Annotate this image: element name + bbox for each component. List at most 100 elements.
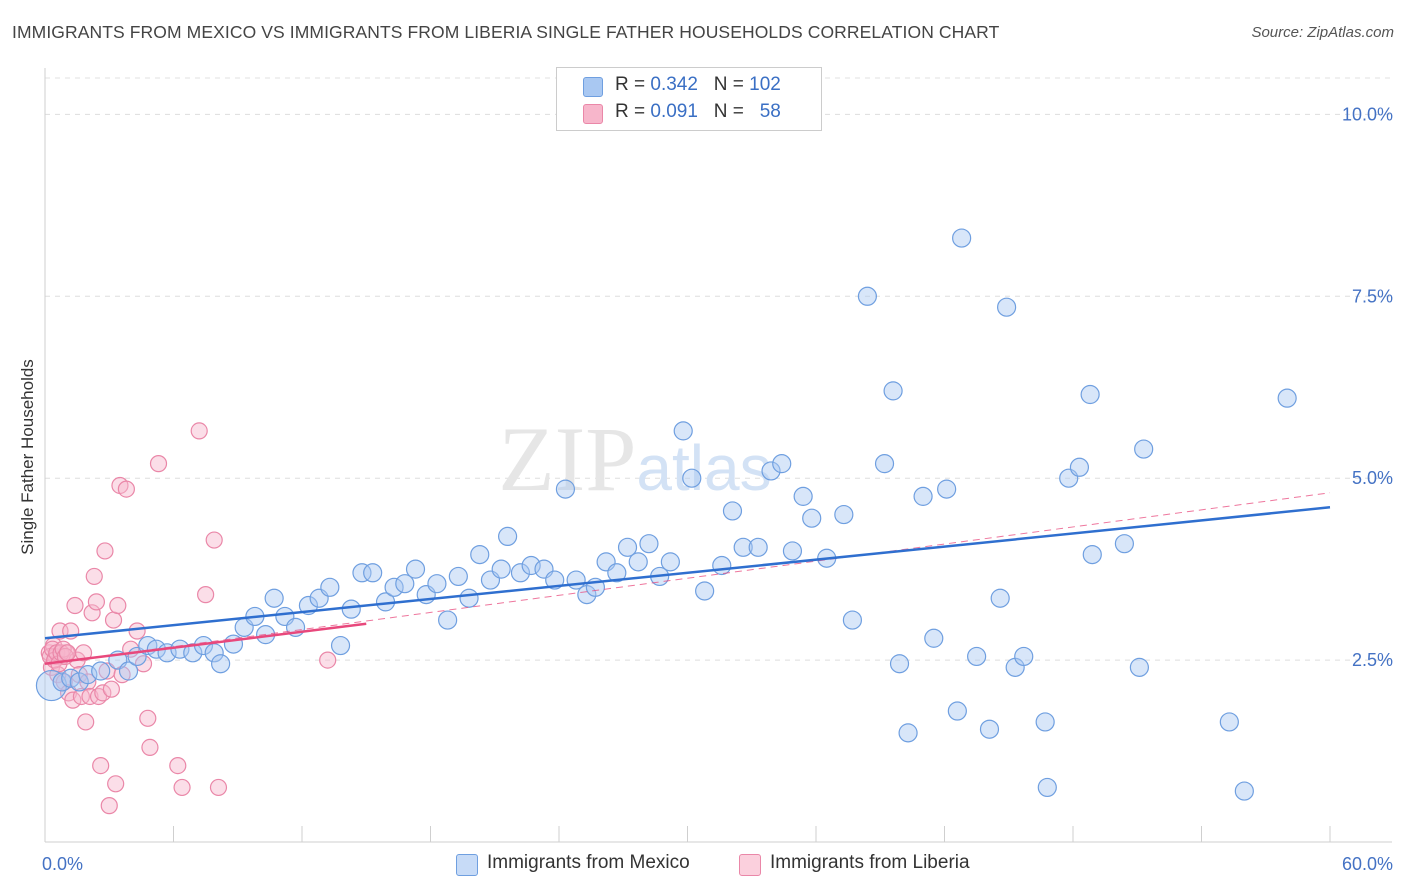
liberia-point — [149, 455, 168, 473]
mexico-point — [1069, 457, 1090, 477]
mexico-point — [802, 508, 822, 528]
mexico-point — [491, 559, 511, 579]
watermark-atlas: atlas — [636, 432, 771, 504]
liberia-point — [141, 738, 159, 757]
mexico-point — [947, 701, 967, 721]
mexico-point — [898, 723, 918, 743]
correlation-legend: R = 0.342 N = 102 R = 0.091 N = 58 — [556, 67, 822, 131]
mexico-point — [967, 646, 987, 667]
liberia-trend-line — [44, 622, 367, 665]
liberia-point — [85, 567, 103, 586]
mexico-point — [979, 719, 1000, 739]
n-value-mexico: 102 — [749, 74, 781, 95]
mexico-point — [997, 297, 1017, 317]
mexico-swatch — [583, 77, 603, 97]
mexico-point — [448, 566, 468, 587]
mexico-point — [857, 286, 878, 306]
mexico-point — [937, 479, 957, 499]
liberia-point — [134, 655, 153, 673]
mexico-point — [341, 599, 361, 619]
mexico-point — [510, 563, 531, 583]
mexico-point — [384, 577, 404, 597]
x-tick-label: 0.0% — [42, 854, 83, 874]
mexico-point — [639, 534, 659, 554]
mexico-point — [733, 537, 753, 557]
mexico-point — [363, 563, 383, 583]
mexico-point — [673, 421, 693, 441]
liberia-swatch — [583, 104, 603, 124]
liberia-point — [197, 586, 215, 604]
mexico-point — [782, 541, 803, 561]
trend-lines — [44, 492, 1331, 665]
mexico-point — [1219, 712, 1239, 732]
mexico-point — [1037, 777, 1057, 798]
source-label: Source: ZipAtlas.com — [1251, 24, 1394, 41]
liberia-point — [77, 713, 95, 731]
mexico-point — [990, 588, 1010, 608]
mexico-point — [78, 665, 98, 685]
liberia-point — [87, 593, 106, 611]
mexico-point — [695, 581, 715, 601]
n-label: N = — [713, 74, 744, 95]
mexico-point — [470, 544, 490, 565]
mexico-point — [913, 486, 933, 506]
liberia-point — [107, 775, 125, 793]
liberia-point — [169, 756, 187, 775]
liberia-point — [139, 709, 157, 727]
mexico-point — [607, 563, 627, 583]
mexico-point — [1114, 534, 1135, 554]
mexico-point — [395, 574, 415, 594]
mexico-point — [834, 504, 854, 525]
n-value-liberia: 58 — [759, 101, 781, 122]
n-label: N = — [713, 101, 744, 122]
mexico-point — [1080, 384, 1100, 405]
mexico-point — [682, 468, 702, 488]
liberia-point — [58, 644, 77, 662]
x-tick-label: 60.0% — [1342, 854, 1393, 874]
mexico-point — [555, 479, 576, 499]
r-label: R = — [615, 74, 646, 95]
mexico-point — [924, 628, 944, 648]
tick-labels: 2.5% 5.0% 7.5% 10.0% 0.0% 60.0% — [42, 104, 1393, 874]
mexico-point — [1035, 712, 1055, 732]
mexico-point — [1082, 544, 1102, 565]
mexico-point — [521, 555, 541, 576]
liberia-point — [83, 604, 101, 622]
mexico-point — [761, 461, 781, 481]
liberia-point — [94, 684, 112, 702]
mexico-point — [874, 454, 895, 474]
axes — [44, 68, 1392, 843]
liberia-legend-swatch — [739, 854, 761, 876]
mexico-point — [1014, 646, 1034, 667]
mexico-point — [1129, 657, 1149, 677]
mexico-point — [352, 563, 372, 583]
watermark: ZIPatlas — [498, 408, 771, 510]
liberia-point — [66, 596, 84, 615]
liberia-point — [100, 797, 118, 815]
liberia-point — [96, 542, 114, 560]
mexico-point — [320, 577, 340, 597]
liberia-point — [190, 422, 208, 440]
liberia-legend-label: Immigrants from Liberia — [770, 852, 970, 873]
y-tick-label: 2.5% — [1352, 650, 1393, 670]
mexico-point — [545, 570, 565, 590]
mexico-point — [1134, 439, 1154, 459]
mexico-point — [118, 661, 139, 681]
r-label: R = — [615, 101, 646, 122]
liberia-point — [64, 691, 82, 709]
r-value-liberia: 0.091 — [650, 101, 698, 122]
mexico-point — [772, 454, 792, 474]
mexico-point — [438, 610, 458, 630]
mexico-point — [842, 610, 863, 630]
mexico-point — [793, 486, 813, 506]
mexico-point — [712, 555, 732, 576]
liberia-point — [128, 622, 146, 640]
liberia-point — [102, 680, 120, 698]
mexico-point — [1277, 388, 1297, 408]
liberia-point — [92, 756, 110, 775]
watermark-zip: ZIP — [498, 408, 636, 510]
liberia-point — [113, 666, 131, 684]
chart-title: IMMIGRANTS FROM MEXICO VS IMMIGRANTS FRO… — [12, 22, 1000, 42]
y-tick-label: 10.0% — [1342, 104, 1393, 124]
mexico-point — [91, 661, 111, 681]
